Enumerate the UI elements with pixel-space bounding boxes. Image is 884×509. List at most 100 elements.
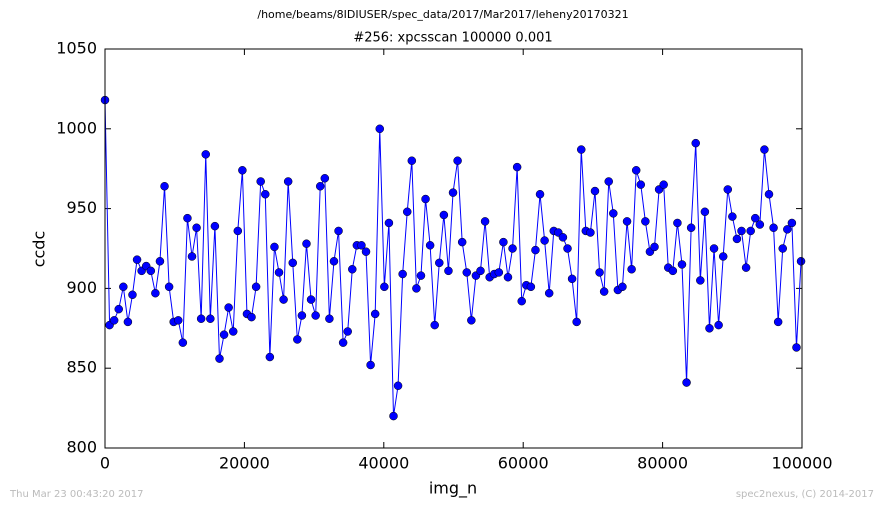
point <box>737 226 746 236</box>
point <box>586 228 595 237</box>
x-tick-label: 80000 <box>637 454 688 473</box>
point <box>366 360 375 370</box>
point <box>576 145 586 154</box>
point <box>155 257 165 266</box>
point <box>457 237 467 247</box>
point <box>741 263 751 272</box>
point <box>361 247 371 256</box>
point <box>430 320 439 330</box>
point <box>196 314 206 323</box>
point <box>751 213 760 223</box>
point <box>370 309 380 319</box>
point <box>476 266 485 276</box>
point <box>787 218 797 228</box>
point <box>421 194 430 204</box>
point <box>590 186 600 196</box>
point <box>265 352 275 362</box>
point <box>764 189 774 199</box>
point <box>279 295 288 304</box>
point <box>306 295 316 304</box>
point <box>187 252 197 261</box>
point <box>728 212 737 221</box>
point <box>123 317 133 327</box>
x-axis-label: img_n <box>429 479 477 499</box>
y-tick-label: 800 <box>66 438 97 457</box>
point <box>467 316 476 325</box>
point <box>425 241 435 250</box>
point <box>531 245 540 255</box>
x-tick-label: 100000 <box>771 454 832 473</box>
point <box>535 189 545 199</box>
point <box>407 156 417 165</box>
point <box>714 320 723 330</box>
point <box>320 174 330 183</box>
point <box>572 317 581 327</box>
point <box>494 268 504 277</box>
point <box>609 209 618 218</box>
point <box>114 304 123 314</box>
point <box>251 282 261 292</box>
point <box>343 327 352 336</box>
point <box>132 255 142 264</box>
point <box>416 271 426 280</box>
point <box>311 311 320 320</box>
point <box>691 138 700 148</box>
point <box>673 218 682 228</box>
point <box>462 268 472 277</box>
point <box>297 311 307 320</box>
y-axis-label: ccdc <box>30 231 49 268</box>
point <box>178 338 188 347</box>
point <box>595 268 604 277</box>
point <box>270 242 279 252</box>
y-tick-label: 1050 <box>56 39 97 58</box>
point <box>700 207 710 217</box>
point <box>192 223 201 233</box>
point <box>499 237 508 247</box>
point <box>412 284 421 293</box>
point <box>503 272 513 282</box>
point <box>128 290 137 300</box>
point <box>627 264 636 274</box>
point <box>755 220 765 229</box>
point <box>398 269 407 279</box>
point <box>109 316 119 325</box>
point <box>283 177 293 186</box>
point <box>792 343 801 352</box>
point <box>618 282 627 292</box>
x-tick-label: 20000 <box>219 454 270 473</box>
point <box>247 312 256 322</box>
point <box>650 242 659 252</box>
point <box>329 257 339 266</box>
point <box>219 330 229 339</box>
point <box>380 282 389 292</box>
point <box>256 177 265 186</box>
point <box>348 264 357 274</box>
footer-left: Thu Mar 23 00:43:20 2017 <box>9 489 143 500</box>
point <box>338 338 348 347</box>
point <box>760 145 769 154</box>
footer-right: spec2nexus, (C) 2014-2017 <box>736 489 874 500</box>
point <box>151 288 160 298</box>
point <box>783 225 792 234</box>
x-tick-label: 0 <box>100 454 110 473</box>
point <box>508 244 517 253</box>
point <box>224 303 233 312</box>
point <box>677 260 687 269</box>
point <box>526 282 536 292</box>
point <box>622 217 632 226</box>
point <box>444 266 453 276</box>
point <box>705 324 714 333</box>
point <box>480 217 490 226</box>
chart-title: #256: xpcsscan 100000 0.001 <box>353 31 552 46</box>
point <box>769 223 778 233</box>
point <box>233 226 243 236</box>
y-tick-label: 850 <box>66 358 97 377</box>
point <box>402 207 412 217</box>
point <box>517 296 526 306</box>
point <box>453 156 462 165</box>
series-line <box>104 100 802 417</box>
point <box>210 221 220 231</box>
point <box>302 239 311 248</box>
